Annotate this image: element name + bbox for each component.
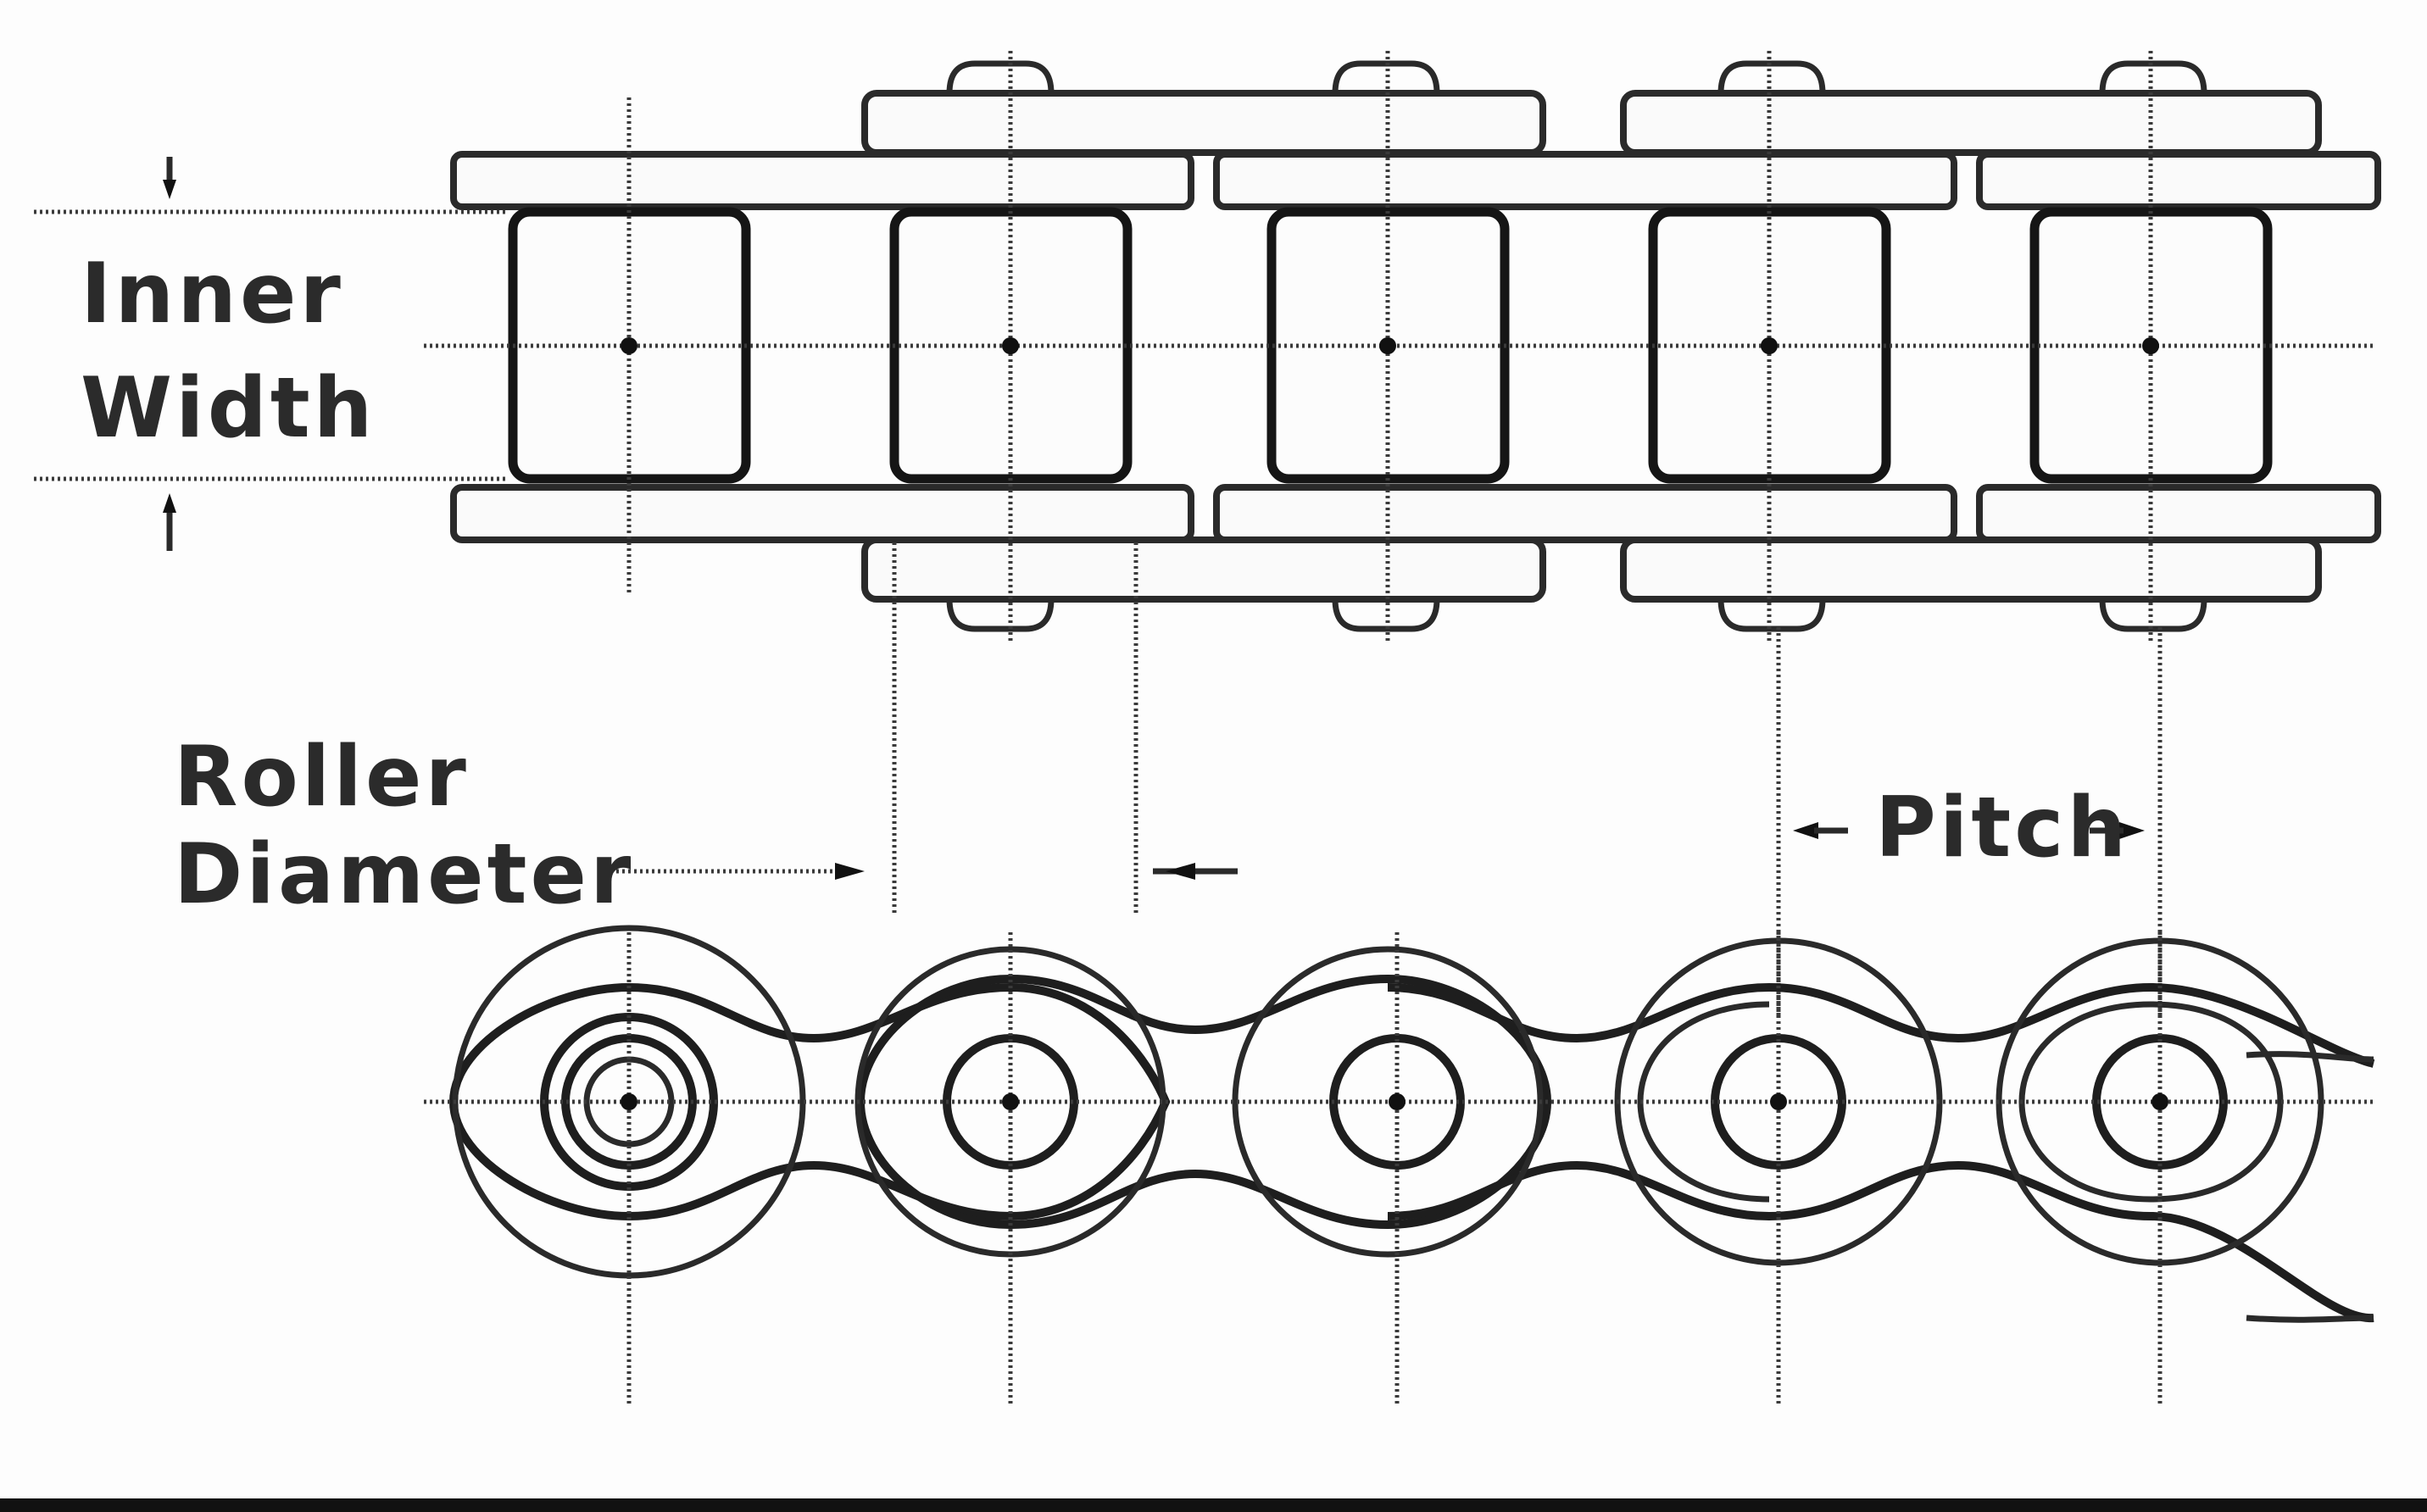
- inner-width-label-line2: Width: [81, 360, 376, 457]
- link-plate-edge-lines: [2246, 1051, 2374, 1323]
- link-plate-outline-4: [1387, 1160, 2374, 1323]
- roller-center-dot-3: [1379, 337, 1396, 354]
- inner-width-dimension: Inner Width: [34, 157, 509, 551]
- inner-plate-bottom-3: [1976, 484, 2381, 543]
- side-center-dot-3: [1389, 1093, 1406, 1110]
- roller-diameter-dimension: Roller Diameter: [174, 542, 1238, 923]
- roller-center-dot-4: [1761, 337, 1778, 354]
- pin-head-top-1: [946, 60, 1055, 94]
- roller-center-dot-5: [2142, 337, 2159, 354]
- roller-diameter-arrowhead-left: [835, 863, 865, 880]
- roller-diameter-arrowhead-right: [1166, 863, 1195, 880]
- pin-head-bottom-4: [2099, 598, 2207, 632]
- pin-head-bottom-3: [1717, 598, 1826, 632]
- outer-plate-bottom-2: [1620, 536, 2322, 603]
- pitch-label: Pitch: [1875, 780, 2129, 876]
- inner-width-arrowhead-bottom: [163, 493, 176, 513]
- inner-plate-bottom-1: [450, 484, 1194, 543]
- inner-plate-bottom-2: [1213, 484, 1957, 543]
- link-plate-outline-3: [1387, 982, 2375, 1068]
- pitch-arrowhead-right: [2119, 822, 2145, 839]
- pin-head-bottom-1: [946, 598, 1055, 632]
- pin-head-top-4: [2099, 60, 2207, 94]
- outer-plate-top-2: [1620, 90, 2322, 156]
- side-center-dot-2: [1002, 1093, 1019, 1110]
- pitch-dimension: Pitch: [1776, 627, 2163, 1017]
- side-center-dot-4: [1770, 1093, 1787, 1110]
- side-center-dot-1: [621, 1093, 637, 1110]
- inner-width-label-line1: Inner: [81, 246, 344, 342]
- roller-center-dot-2: [1002, 337, 1019, 354]
- inner-plate-top-2: [1213, 151, 1957, 210]
- roller-center-dot-1: [621, 337, 637, 354]
- top-view: [424, 51, 2381, 644]
- pitch-arrowhead-left: [1793, 822, 1818, 839]
- inner-plate-top-3: [1976, 151, 2381, 210]
- pin-head-top-3: [1717, 60, 1826, 94]
- inner-width-arrowhead-top: [163, 180, 176, 199]
- side-center-dot-5: [2151, 1093, 2168, 1110]
- side-view: [424, 925, 2375, 1407]
- roller-diameter-label-line1: Roller: [174, 729, 470, 825]
- inner-plate-top-1: [450, 151, 1194, 210]
- outer-plate-top-1: [861, 90, 1546, 156]
- roller-diameter-label-line2: Diameter: [174, 826, 634, 923]
- outer-plate-bottom-1: [861, 536, 1546, 603]
- scan-bottom-edge: [0, 1498, 2427, 1512]
